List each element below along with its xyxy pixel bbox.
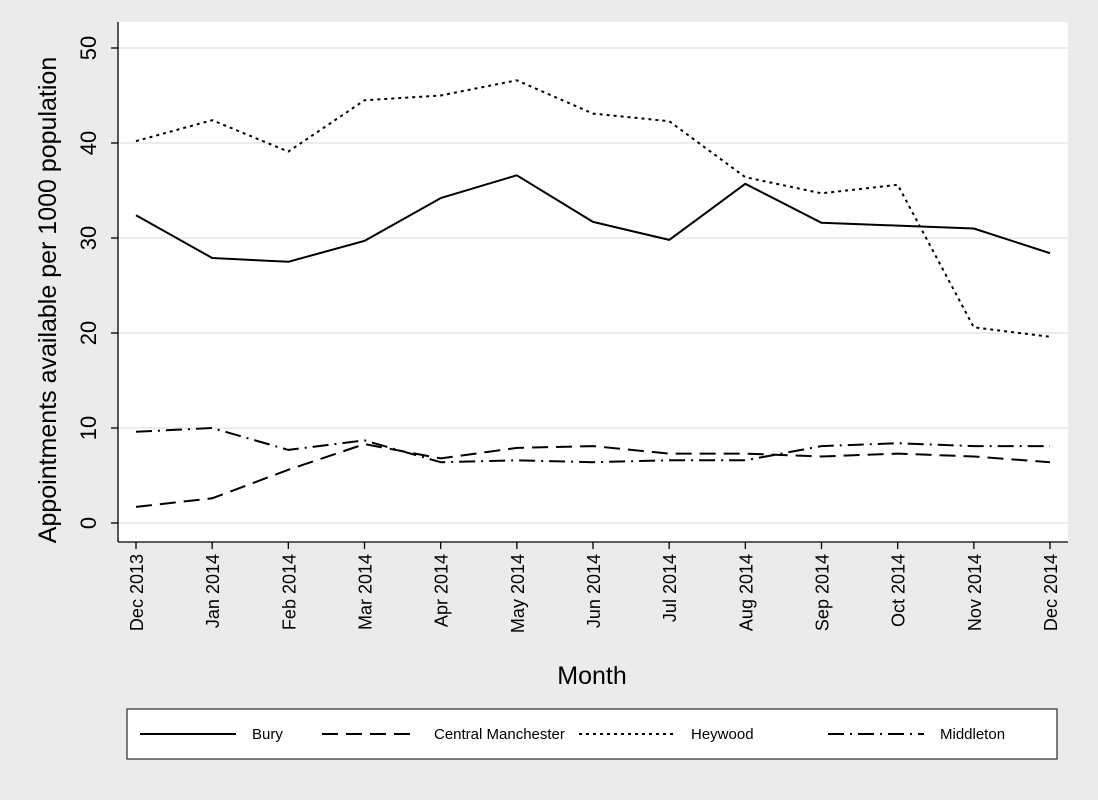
plot-area [118,22,1068,542]
x-tick-label: Dec 2013 [127,554,147,631]
legend-label: Central Manchester [434,726,565,743]
y-tick-label: 30 [76,226,101,250]
x-tick-label: Sep 2014 [813,554,833,631]
x-tick-label: Jul 2014 [660,554,680,622]
y-tick-label: 20 [76,321,101,345]
legend-label: Bury [252,726,283,743]
y-tick-label: 40 [76,131,101,155]
x-tick-label: Feb 2014 [279,554,299,630]
x-tick-label: Mar 2014 [356,554,376,630]
x-tick-label: Apr 2014 [432,554,452,627]
y-tick-label: 0 [76,517,101,529]
legend-label: Middleton [940,726,1005,743]
x-tick-label: Jun 2014 [584,554,604,628]
x-tick-label: Oct 2014 [889,554,909,627]
x-tick-label: Aug 2014 [736,554,756,631]
x-tick-label: Jan 2014 [203,554,223,628]
y-tick-label: 50 [76,36,101,60]
series-line [135,427,1050,464]
legend: Bury Central Manchester Heywood Middleton [140,726,1005,743]
y-axis-title: Appointments available per 1000 populati… [34,57,62,543]
gridlines [118,47,1068,524]
series-line [135,174,1051,263]
series-lines [135,79,1051,508]
series-line [135,79,1051,338]
x-tick-label: May 2014 [508,554,528,633]
x-axis-ticks: Dec 2013 Jan 2014 Feb 2014 Mar 2014 Apr 2014… [127,542,1061,633]
series-line [135,443,1051,508]
y-tick-label: 10 [76,416,101,440]
x-tick-label: Nov 2014 [965,554,985,631]
x-axis-title: Month [557,662,626,690]
x-tick-label: Dec 2014 [1041,554,1061,631]
y-axis-ticks: 0 10 20 30 40 50 [76,36,118,529]
legend-label: Heywood [691,726,754,743]
